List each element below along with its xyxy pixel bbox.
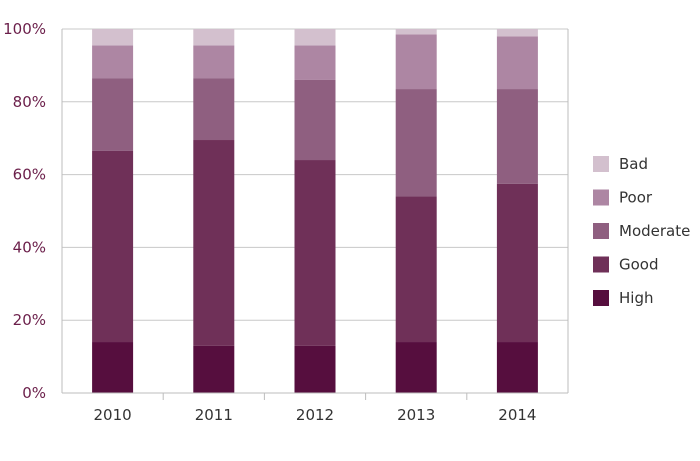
bar-segment-moderate-2010 bbox=[92, 78, 134, 151]
legend-swatch-high bbox=[593, 290, 609, 306]
bar-segment-moderate-2014 bbox=[496, 89, 538, 184]
y-tick-label: 80% bbox=[13, 93, 46, 111]
bar-segment-bad-2010 bbox=[92, 29, 134, 46]
bars bbox=[92, 29, 538, 393]
y-axis-ticks: 0% 20% 40% 60% 80% 100% bbox=[3, 20, 46, 402]
legend-label-poor: Poor bbox=[619, 189, 653, 207]
legend-label-bad: Bad bbox=[619, 155, 648, 173]
bar-segment-bad-2013 bbox=[395, 29, 437, 35]
bar-segment-high-2013 bbox=[395, 342, 437, 393]
bar-segment-bad-2014 bbox=[496, 29, 538, 37]
bar-segment-moderate-2011 bbox=[193, 78, 235, 141]
x-tick-label: 2012 bbox=[296, 406, 334, 424]
bar-segment-high-2010 bbox=[92, 342, 134, 393]
bar-segment-poor-2010 bbox=[92, 45, 134, 79]
y-tick-label: 20% bbox=[13, 311, 46, 329]
bar-segment-poor-2014 bbox=[496, 36, 538, 90]
legend-swatch-bad bbox=[593, 156, 609, 172]
y-tick-label: 100% bbox=[3, 20, 46, 38]
bar-segment-good-2010 bbox=[92, 150, 134, 343]
bar-segment-poor-2012 bbox=[294, 45, 336, 80]
legend-swatch-poor bbox=[593, 189, 609, 206]
legend-swatch-moderate bbox=[593, 223, 609, 239]
x-tick-label: 2011 bbox=[195, 406, 233, 424]
bar-segment-high-2012 bbox=[294, 345, 336, 393]
legend-label-moderate: Moderate bbox=[619, 222, 690, 240]
legend-label-good: Good bbox=[619, 256, 659, 274]
bar-segment-moderate-2013 bbox=[395, 89, 437, 197]
bar-segment-high-2014 bbox=[496, 342, 538, 393]
legend-swatch-good bbox=[593, 256, 609, 273]
bar-segment-good-2014 bbox=[496, 183, 538, 343]
bar-segment-good-2013 bbox=[395, 196, 437, 343]
x-axis-ticks: 2010 2011 2012 2013 2014 bbox=[94, 406, 537, 424]
bar-segment-poor-2011 bbox=[193, 45, 235, 79]
bar-segment-bad-2012 bbox=[294, 29, 336, 46]
y-tick-label: 0% bbox=[22, 384, 46, 402]
legend: Bad Poor Moderate Good High bbox=[593, 155, 690, 307]
bar-segment-bad-2011 bbox=[193, 29, 235, 46]
bar-segment-high-2011 bbox=[193, 345, 235, 393]
bar-segment-moderate-2012 bbox=[294, 79, 336, 161]
x-tick-label: 2013 bbox=[397, 406, 435, 424]
legend-label-high: High bbox=[619, 289, 653, 307]
x-tick-label: 2014 bbox=[498, 406, 536, 424]
x-tick-label: 2010 bbox=[94, 406, 132, 424]
bar-segment-good-2011 bbox=[193, 140, 235, 346]
y-tick-label: 60% bbox=[13, 166, 46, 184]
y-tick-label: 40% bbox=[13, 238, 46, 256]
axes bbox=[61, 29, 569, 400]
bar-segment-good-2012 bbox=[294, 160, 336, 346]
bar-segment-poor-2013 bbox=[395, 34, 437, 90]
